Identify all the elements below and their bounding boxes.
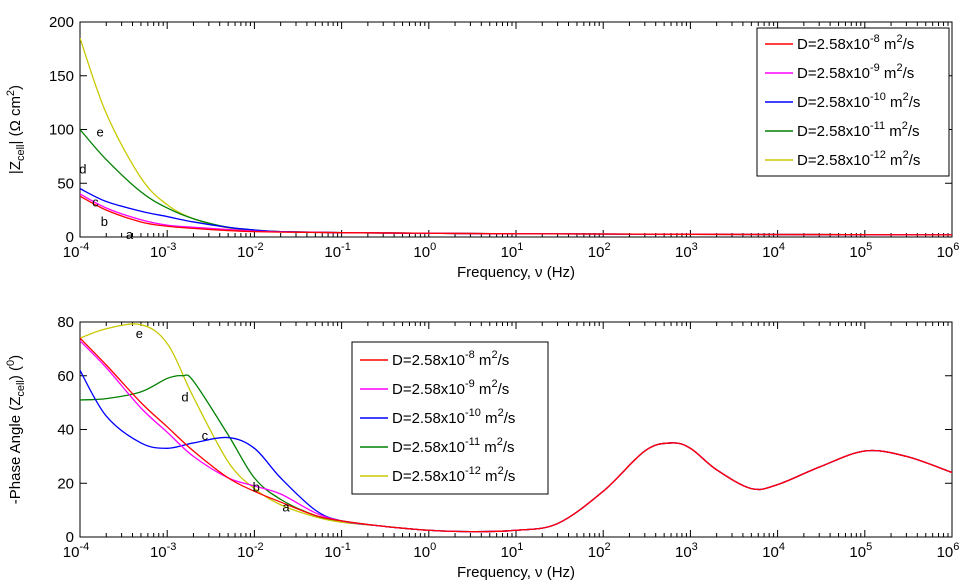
x-tick-label: 106 — [937, 541, 960, 561]
x-tick-label: 101 — [501, 241, 524, 261]
curve-label-e: e — [96, 125, 103, 140]
x-tick-label: 10-1 — [324, 241, 350, 261]
curve-label-d: d — [79, 161, 86, 176]
x-tick-label: 102 — [588, 241, 611, 261]
curve-label-a: a — [126, 227, 134, 242]
x-tick-label: 103 — [675, 541, 698, 561]
legend-entry: D=2.58x10-9 m2/s — [392, 378, 509, 398]
x-tick-label: 10-4 — [63, 241, 89, 261]
legend: D=2.58x10-8 m2/s D=2.58x10-9 m2/s D=2.58x1… — [756, 27, 950, 177]
y-tick-label: 40 — [57, 422, 74, 439]
curve-label-b: b — [101, 214, 108, 229]
legend-entry: D=2.58x10-8 m2/s — [392, 349, 509, 369]
impedance-magnitude-chart: 10-4 10-3 10-2 10-1 100 101 102 103 104 105 106 0 50… — [5, 14, 959, 281]
x-tick-label: 10-3 — [150, 241, 176, 261]
x-tick-label: 104 — [762, 241, 785, 261]
curve-label-e: e — [136, 326, 143, 341]
y-tick-label: 100 — [49, 122, 74, 139]
x-tick-label: 104 — [762, 541, 785, 561]
series-line-a — [80, 195, 952, 236]
series-group — [80, 323, 952, 533]
x-tick-label: 105 — [849, 241, 872, 261]
legend-entry: D=2.58x10-10 m2/s — [392, 407, 515, 427]
y-tick-label: 20 — [57, 475, 74, 492]
curve-label-b: b — [253, 479, 260, 494]
y-tick-label: 80 — [57, 314, 74, 331]
curve-label-d: d — [181, 389, 188, 404]
x-tick-label: 102 — [588, 541, 611, 561]
x-tick-label: 105 — [849, 541, 872, 561]
x-tick-label: 100 — [413, 241, 436, 261]
x-tick-label: 101 — [501, 541, 524, 561]
x-tick-label: 103 — [675, 241, 698, 261]
legend-entry: D=2.58x10-11 m2/s — [797, 120, 920, 140]
y-tick-label: 0 — [66, 529, 74, 546]
x-tick-label: 10-2 — [237, 241, 263, 261]
curve-label-c: c — [92, 195, 99, 210]
x-tick-label: 10-4 — [63, 541, 89, 561]
curve-label-c: c — [202, 428, 209, 443]
y-tick-label: 200 — [49, 14, 74, 31]
phase-angle-chart: 10-4 10-3 10-2 10-1 100 101 102 103 104 105 106 0 20… — [5, 314, 959, 581]
legend-entry: D=2.58x10-12 m2/s — [392, 465, 515, 485]
x-tick-label: 10-2 — [237, 541, 263, 561]
series-line-a — [80, 337, 952, 533]
legend-entry: D=2.58x10-11 m2/s — [392, 436, 515, 456]
legend-entry: D=2.58x10-10 m2/s — [797, 91, 920, 111]
y-tick-label: 0 — [66, 229, 74, 246]
x-axis-label: Frequency, ν (Hz) — [457, 264, 575, 281]
legend-entry: D=2.58x10-8 m2/s — [797, 33, 914, 53]
x-tick-label: 106 — [937, 241, 960, 261]
y-axis-label: |Zcell| (Ω cm2) — [5, 85, 27, 174]
legend-entry: D=2.58x10-12 m2/s — [797, 149, 920, 169]
x-tick-label: 100 — [413, 541, 436, 561]
x-tick-label: 10-1 — [324, 541, 350, 561]
curve-label-a: a — [282, 499, 290, 514]
legend: D=2.58x10-8 m2/s D=2.58x10-9 m2/s D=2.58x1… — [351, 341, 549, 495]
y-axis-label: -Phase Angle (Zcell) (0) — [5, 355, 27, 504]
y-tick-label: 150 — [49, 68, 74, 85]
y-tick-label: 60 — [57, 368, 74, 385]
y-tick-label: 50 — [57, 175, 74, 192]
x-axis-label: Frequency, ν (Hz) — [457, 564, 575, 581]
legend-entry: D=2.58x10-9 m2/s — [797, 62, 914, 82]
x-tick-label: 10-3 — [150, 541, 176, 561]
series-group — [80, 37, 952, 236]
